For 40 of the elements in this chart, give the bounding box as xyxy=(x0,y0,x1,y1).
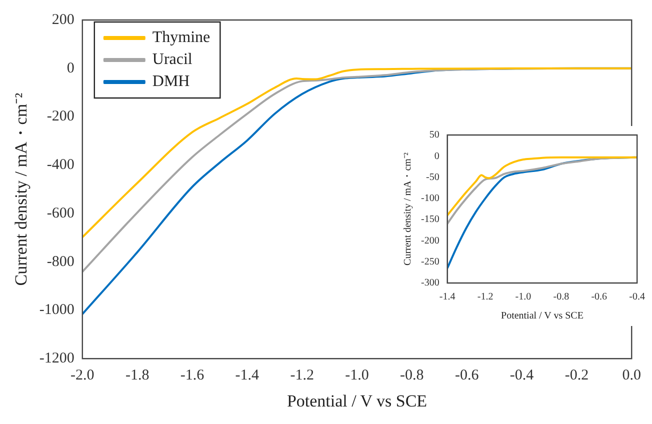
y-axis-title: Current density / mA・cm⁻² xyxy=(402,152,414,266)
x-axis-title: Potential / V vs SCE xyxy=(500,310,584,322)
y-tick-label: -50 xyxy=(426,172,440,183)
y-tick-label: -300 xyxy=(420,278,440,289)
x-tick-label: -2.0 xyxy=(70,368,94,384)
x-tick-label: -0.6 xyxy=(591,292,608,303)
y-tick-label: -250 xyxy=(420,256,440,268)
y-tick-label: -200 xyxy=(420,235,440,246)
legend-label: Uracil xyxy=(152,51,193,68)
x-tick-label: -1.4 xyxy=(439,292,456,303)
y-tick-label: -400 xyxy=(46,157,74,174)
y-tick-label: 0 xyxy=(434,150,440,162)
x-tick-label: -1.0 xyxy=(515,292,532,303)
x-tick-label: -1.6 xyxy=(180,368,205,384)
x-tick-label: -0.4 xyxy=(510,368,534,384)
x-tick-label: -1.4 xyxy=(235,368,260,384)
y-tick-label: 0 xyxy=(66,60,74,76)
y-tick-label: -1200 xyxy=(39,350,74,367)
legend-label: Thymine xyxy=(152,29,210,46)
y-axis-title: Current density / mA・cm⁻² xyxy=(12,92,31,286)
x-axis-title: Potential / V vs SCE xyxy=(286,391,428,410)
y-tick-label: 200 xyxy=(52,12,74,28)
x-tick-label: -1.2 xyxy=(477,292,494,303)
y-tick-label: -1000 xyxy=(39,302,74,318)
y-tick-label: -200 xyxy=(46,108,74,125)
y-tick-label: -800 xyxy=(46,254,74,270)
x-tick-label: -1.8 xyxy=(125,368,150,384)
x-tick-label: -1.0 xyxy=(345,368,369,384)
y-tick-label: 50 xyxy=(429,130,440,141)
x-tick-label: -1.2 xyxy=(290,368,314,384)
x-tick-label: -0.8 xyxy=(553,292,570,303)
x-tick-label: 0.0 xyxy=(622,368,641,384)
x-tick-label: -0.8 xyxy=(400,368,424,384)
legend-label: DMH xyxy=(152,73,190,90)
y-tick-label: -150 xyxy=(420,214,440,226)
x-tick-label: -0.4 xyxy=(629,292,646,303)
x-tick-label: -0.6 xyxy=(454,368,480,384)
y-tick-label: -100 xyxy=(420,193,440,204)
x-tick-label: -0.2 xyxy=(564,368,589,384)
y-tick-label: -600 xyxy=(46,205,74,222)
